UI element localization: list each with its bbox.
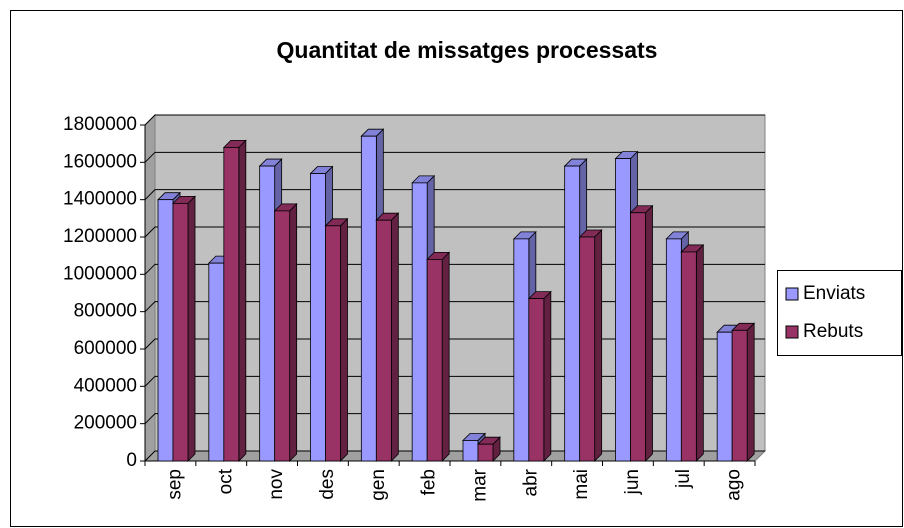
bar-front [716,331,733,462]
bar-front [615,158,631,462]
x-tick-label: ago [724,469,745,501]
bar-side [645,204,653,462]
bar-side [238,139,247,462]
grid-line [144,151,765,163]
grid-line [144,301,765,313]
legend [777,270,902,356]
bar [324,217,349,462]
y-tick-label: 1600000 [63,151,137,172]
bar-front [426,258,443,462]
bar-side [289,202,298,462]
bar [680,243,705,462]
bar [172,195,196,462]
x-tick-label: jun [622,469,643,495]
bar-front [680,251,697,462]
bar-front [274,210,291,462]
bar-side [543,290,552,462]
y-tick-label: 0 [126,450,137,471]
bar-side [695,243,704,462]
bar-front [375,219,392,462]
y-tick-label: 600000 [74,338,137,359]
x-tick-label: sep [164,469,185,500]
bar-front [477,443,494,462]
x-tick-label: abr [520,468,541,496]
x-tick-label: gen [368,469,389,501]
bar-side [187,195,196,462]
bar [273,202,298,462]
x-tick-label: mai [571,469,592,500]
bar-front [259,165,276,462]
y-tick-label: 1400000 [63,189,137,210]
legend-label: Rebuts [803,321,863,342]
y-tick-label: 1000000 [63,263,137,284]
bar-front [157,199,174,462]
grid-line [144,189,765,201]
bar-front [665,238,682,462]
grid-line [144,450,765,462]
bar [222,139,247,462]
side-wall [144,113,156,463]
bar-side [594,229,603,462]
bar-side [390,212,399,462]
y-tick-label: 1800000 [63,114,137,135]
legend-swatch [785,325,799,339]
grid-line [144,338,765,350]
bar-front [360,135,377,462]
bar [477,436,501,462]
grid-line [144,375,765,387]
bar-front [208,262,225,462]
bar [629,204,654,462]
y-tick-label: 800000 [74,301,137,322]
bar-front [564,165,581,462]
bar-front [528,298,545,462]
bar [578,229,603,462]
x-tick-label: jul [673,469,694,489]
bar [527,290,552,462]
bar [731,322,756,462]
bar-side [441,251,450,462]
grid-line [144,226,765,238]
y-tick-label: 400000 [74,375,137,396]
bar-front [325,225,341,462]
bar-side [340,217,348,462]
bar-front [579,236,596,462]
bar-front [731,329,748,462]
x-tick-label: oct [215,468,236,494]
bar [375,212,400,462]
bar-front [310,173,326,462]
legend-label: Enviats [803,283,865,304]
grid-line [144,263,765,275]
bar-front [223,146,240,462]
chart-title: Quantitat de missatges processats [277,37,658,63]
bar-front [462,440,479,462]
y-tick-label: 1200000 [63,226,137,247]
x-tick-label: des [317,469,338,500]
bar [426,251,451,462]
x-tick-label: mar [469,468,490,501]
bar-front [172,202,189,462]
bar-side [746,322,755,462]
bar-front [411,182,428,462]
y-tick-label: 200000 [74,413,137,434]
x-tick-label: feb [419,469,440,495]
grid-line [144,114,765,126]
legend-swatch [785,287,799,301]
grid-line [144,413,765,425]
x-tick-label: nov [266,469,287,500]
bar-front [513,238,530,462]
bar-front [630,212,646,462]
